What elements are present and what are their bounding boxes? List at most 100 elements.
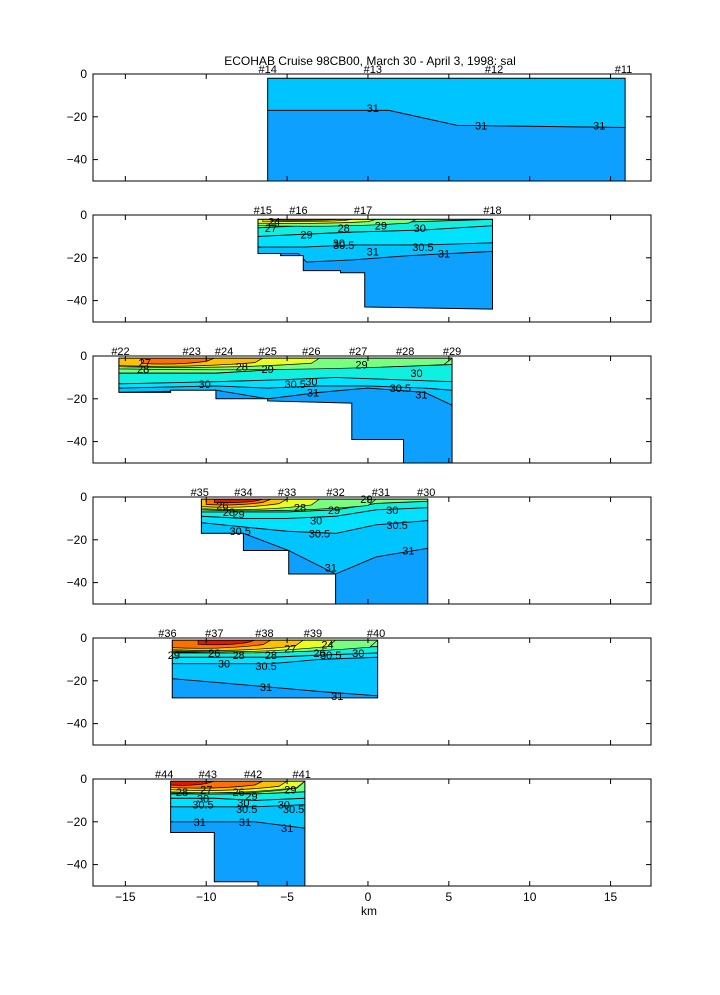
contour-30.5 (118, 385, 453, 391)
contour-label: 30.5 (192, 800, 213, 812)
contour-label: 29 (300, 229, 312, 241)
contour-label: 30 (237, 798, 249, 810)
contour-label: 29 (168, 650, 180, 662)
station-label: #31 (372, 487, 390, 499)
contour-30.5 (172, 656, 378, 665)
contour-label: 28 (236, 362, 248, 374)
axes-frame (92, 355, 652, 464)
contour-label: 31 (367, 103, 379, 115)
contour-label: 30 (410, 368, 422, 380)
contour-label: 30.5 (284, 379, 305, 391)
station-label: #29 (443, 346, 461, 358)
station-label: #40 (367, 628, 385, 640)
contour-label: 30 (305, 377, 317, 389)
station-label: #37 (205, 628, 223, 640)
y-tick-label: −40 (67, 294, 88, 308)
contour-label: 30 (218, 659, 230, 671)
station-label: #15 (254, 205, 272, 217)
y-tick-label: −20 (67, 251, 88, 265)
contour-30 (170, 797, 305, 801)
contour-label: 30.5 (255, 661, 276, 673)
contour-label: 30.5 (333, 240, 354, 252)
contour-label: 29 (232, 509, 244, 521)
contour-label: 30 (198, 379, 210, 391)
station-label: #36 (158, 628, 176, 640)
station-label: #28 (396, 346, 414, 358)
contour-label: 28 (338, 223, 350, 235)
contour-label: 31 (239, 817, 251, 829)
y-tick-label: −40 (67, 858, 88, 872)
contour-31 (172, 678, 378, 697)
figure-title: ECOHAB Cruise 98CB00, March 30 - April 3… (224, 54, 515, 68)
salinity-fill (170, 781, 305, 886)
y-tick-label: −20 (67, 533, 88, 547)
contour-label: 30 (197, 793, 209, 805)
surface-band-4 (197, 640, 255, 646)
contour-label: 30 (310, 516, 322, 528)
contour-label: 24 (268, 216, 280, 228)
station-label: #22 (111, 346, 129, 358)
contour-label: 26 (208, 648, 220, 660)
y-tick-label: −20 (67, 815, 88, 829)
surface-band-3 (141, 358, 215, 365)
station-label: #27 (349, 346, 367, 358)
contour-label: 24 (321, 639, 333, 651)
contour-label: 29 (245, 791, 257, 803)
contour-label: 31 (402, 546, 414, 558)
contour-label: 27 (265, 223, 277, 235)
contour-label: 28 (294, 503, 306, 515)
y-tick-label: −40 (67, 576, 88, 590)
contour-label: 28 (223, 507, 235, 519)
contour-label: 26 (232, 787, 244, 799)
contour-30.5 (201, 520, 428, 534)
station-label: #34 (234, 487, 252, 499)
y-tick-label: −20 (67, 674, 88, 688)
contour-label: 30 (333, 238, 345, 250)
contour-label: 31 (260, 682, 272, 694)
contour-label: 31 (475, 120, 487, 132)
section-outline (171, 639, 379, 699)
station-label: #14 (258, 64, 276, 76)
y-tick-label: 0 (80, 208, 87, 222)
section-outline (257, 218, 493, 310)
contour-label: 29 (355, 360, 367, 372)
x-tick-label: −10 (196, 890, 217, 904)
station-label: #26 (302, 346, 320, 358)
surface-band-4 (213, 499, 263, 503)
contour-label: 30.5 (390, 383, 411, 395)
axes-frame (92, 214, 652, 323)
contour-label: 29 (360, 494, 372, 506)
y-tick-label: 0 (80, 772, 87, 786)
contour-label: 31 (593, 120, 605, 132)
station-label: #39 (304, 628, 322, 640)
band-above-31 (267, 78, 626, 128)
contour-label: 30.5 (386, 520, 407, 532)
contour-label: 26 (313, 648, 325, 660)
station-label: #18 (483, 205, 501, 217)
contour-label: 26 (216, 501, 228, 513)
station-label: #17 (354, 205, 372, 217)
contour-label: 30.5 (412, 242, 433, 254)
contour-label: 30.5 (320, 650, 341, 662)
station-label: #41 (292, 769, 310, 781)
axes-frame (92, 637, 652, 746)
axes-frame (92, 496, 652, 605)
contour-label: 27 (139, 357, 151, 369)
axes-frame (92, 73, 652, 182)
station-label: #38 (255, 628, 273, 640)
salinity-fill (267, 78, 626, 181)
station-label: #35 (191, 487, 209, 499)
contour-label: 30.5 (229, 526, 250, 538)
contour-31 (257, 250, 493, 263)
axes-frame (92, 778, 652, 887)
contour-label: 31 (194, 817, 206, 829)
station-label: #11 (615, 64, 633, 76)
panel-1: 31 31 31 0 −20 −40 #14 #13 #12 #11 (67, 64, 652, 182)
x-tick-label: −5 (280, 890, 294, 904)
y-tick-label: −20 (67, 110, 88, 124)
